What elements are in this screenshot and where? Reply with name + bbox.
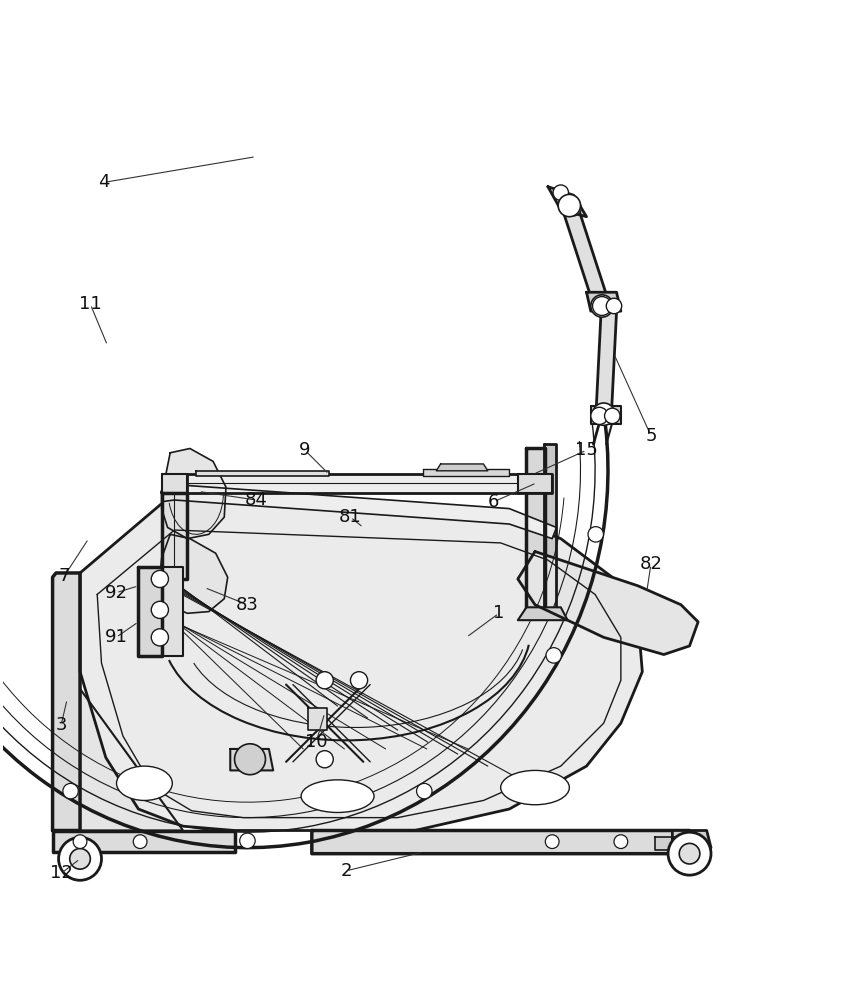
Text: 6: 6 — [488, 493, 499, 511]
Polygon shape — [518, 474, 552, 493]
Text: 82: 82 — [639, 555, 663, 573]
Circle shape — [73, 835, 87, 849]
Polygon shape — [518, 607, 568, 620]
Polygon shape — [162, 485, 556, 539]
Circle shape — [591, 407, 608, 424]
Polygon shape — [312, 831, 698, 854]
Polygon shape — [162, 474, 187, 493]
Circle shape — [668, 832, 711, 875]
Circle shape — [593, 297, 612, 315]
Ellipse shape — [301, 780, 374, 812]
Circle shape — [593, 403, 615, 425]
Text: 4: 4 — [98, 173, 110, 191]
Circle shape — [566, 200, 581, 216]
Polygon shape — [138, 567, 162, 656]
Polygon shape — [543, 444, 556, 616]
Ellipse shape — [500, 770, 569, 805]
Polygon shape — [53, 573, 80, 831]
Circle shape — [588, 527, 603, 542]
Circle shape — [591, 295, 613, 317]
Circle shape — [59, 837, 101, 880]
Circle shape — [316, 672, 334, 689]
Polygon shape — [526, 448, 545, 612]
Circle shape — [679, 843, 700, 864]
Text: 10: 10 — [305, 733, 327, 751]
Text: 2: 2 — [340, 862, 352, 880]
Text: 12: 12 — [50, 864, 73, 882]
Polygon shape — [80, 689, 183, 831]
Polygon shape — [196, 471, 329, 476]
Circle shape — [316, 751, 334, 768]
Text: 7: 7 — [59, 567, 70, 585]
Polygon shape — [587, 292, 621, 311]
Ellipse shape — [117, 766, 172, 800]
Text: 15: 15 — [575, 441, 598, 459]
Circle shape — [553, 185, 569, 200]
Polygon shape — [548, 187, 587, 217]
Polygon shape — [162, 567, 183, 656]
Circle shape — [63, 783, 79, 799]
Circle shape — [151, 601, 168, 618]
Text: 1: 1 — [493, 604, 505, 622]
Polygon shape — [672, 831, 711, 854]
Polygon shape — [562, 203, 609, 308]
Text: 84: 84 — [245, 491, 268, 509]
Circle shape — [133, 835, 147, 849]
Polygon shape — [655, 837, 688, 850]
Circle shape — [605, 408, 620, 424]
Polygon shape — [518, 552, 698, 655]
Circle shape — [614, 835, 628, 849]
Polygon shape — [159, 534, 228, 613]
Polygon shape — [231, 749, 273, 770]
Circle shape — [151, 570, 168, 588]
Circle shape — [546, 648, 562, 663]
Polygon shape — [423, 469, 509, 476]
Text: 92: 92 — [105, 584, 128, 602]
Polygon shape — [162, 474, 552, 493]
Text: 9: 9 — [299, 441, 311, 459]
Circle shape — [416, 783, 432, 799]
Circle shape — [351, 672, 367, 689]
Polygon shape — [308, 708, 327, 730]
Circle shape — [607, 298, 622, 314]
Text: 3: 3 — [55, 716, 67, 734]
Circle shape — [234, 744, 265, 775]
Polygon shape — [162, 493, 187, 579]
Text: 5: 5 — [645, 427, 657, 445]
Text: 11: 11 — [79, 295, 102, 313]
Circle shape — [151, 629, 168, 646]
Polygon shape — [436, 464, 488, 471]
Text: 81: 81 — [339, 508, 362, 526]
Circle shape — [239, 833, 255, 849]
Text: 83: 83 — [236, 596, 259, 614]
Polygon shape — [591, 406, 621, 424]
Polygon shape — [162, 448, 226, 539]
Circle shape — [70, 849, 91, 869]
Polygon shape — [596, 311, 617, 415]
Circle shape — [545, 835, 559, 849]
Text: 91: 91 — [105, 628, 128, 646]
Polygon shape — [53, 831, 234, 852]
Polygon shape — [80, 491, 642, 831]
Circle shape — [558, 194, 581, 217]
